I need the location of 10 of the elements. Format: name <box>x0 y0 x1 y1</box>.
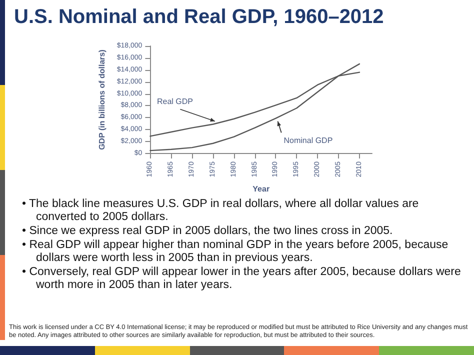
x-axis-title: Year <box>252 184 270 194</box>
text: • Conversely, real GDP will appear lower in the years after 2005, because dollars were worth more in 2005 than in later years. <box>22 266 462 292</box>
text: • Real GDP will appear higher than nominal GDP in the years before 2005, because dollars were worth less in 2005 than in previous years. <box>22 239 450 265</box>
chart-title: U.S. Nominal and Real GDP, 1960–2012 <box>14 6 384 29</box>
y-axis-title: GDP (in billions of dollars) <box>98 49 106 150</box>
text: Nominal GDP <box>284 136 333 145</box>
line-series <box>150 63 360 152</box>
text: Real GDP <box>156 96 193 106</box>
text: • Since we express real GDP in 2005 dollars, the two lines cross in 2005. <box>22 225 394 238</box>
text: • The black line measures U.S. GDP in real dollars, where all dollar values are converted to 2005 dollars. <box>22 198 420 224</box>
